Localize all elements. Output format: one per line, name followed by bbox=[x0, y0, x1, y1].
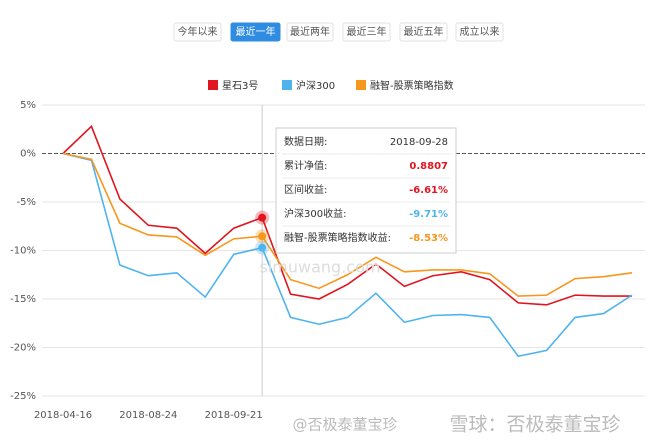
legend-swatch bbox=[208, 80, 218, 90]
legend-label: 融智-股票策略指数 bbox=[370, 79, 454, 92]
highlight-point bbox=[258, 232, 267, 241]
series-line bbox=[62, 152, 633, 297]
tooltip-value: -8.53% bbox=[409, 233, 448, 244]
tab-label[interactable]: 成立以来 bbox=[460, 25, 500, 38]
tab[interactable] bbox=[173, 22, 222, 42]
tooltip-value: -9.71% bbox=[409, 209, 448, 220]
legend-swatch bbox=[356, 80, 366, 90]
y-tick-label: -10% bbox=[10, 246, 36, 257]
series-line bbox=[62, 124, 632, 306]
legend-label: 沪深300 bbox=[296, 79, 335, 92]
x-tick-label: 2018-09-21 bbox=[205, 410, 263, 421]
tooltip-key: 累计净值: bbox=[284, 159, 327, 172]
watermark: simuwang.com bbox=[260, 258, 381, 277]
tab-label[interactable]: 最近一年 bbox=[236, 25, 276, 38]
y-tick-label: -5% bbox=[17, 197, 36, 208]
y-tick-label: -20% bbox=[10, 343, 36, 354]
watermark: @否极泰董宝珍 bbox=[292, 416, 397, 434]
y-tick-label: 0% bbox=[20, 149, 36, 160]
tab-label[interactable]: 最近三年 bbox=[347, 25, 387, 38]
tooltip-key: 区间收益: bbox=[284, 183, 327, 196]
legend-swatch bbox=[282, 80, 292, 90]
highlight-point bbox=[258, 213, 267, 222]
tab[interactable] bbox=[230, 22, 281, 42]
tab[interactable] bbox=[399, 22, 448, 42]
tooltip-key: 数据日期: bbox=[284, 135, 327, 148]
tab[interactable] bbox=[455, 22, 504, 42]
tooltip-value: 2018-09-28 bbox=[390, 137, 448, 148]
tooltip-value: -6.61% bbox=[409, 185, 448, 196]
watermark: 雪球：否极泰董宝珍 bbox=[449, 414, 620, 436]
tab-label[interactable]: 最近两年 bbox=[290, 25, 330, 38]
tooltip-key: 融智-股票策略指数收益: bbox=[284, 231, 391, 244]
y-tick-label: -25% bbox=[10, 391, 36, 402]
y-tick-label: -15% bbox=[10, 294, 36, 305]
tooltip-key: 沪深300收益: bbox=[284, 207, 346, 220]
highlight-point bbox=[258, 243, 267, 252]
tab[interactable] bbox=[286, 22, 334, 42]
tab-label[interactable]: 最近五年 bbox=[404, 25, 444, 38]
tab[interactable] bbox=[342, 22, 391, 42]
x-tick-label: 2018-08-24 bbox=[119, 410, 177, 421]
x-tick-label: 2018-04-16 bbox=[34, 410, 92, 421]
y-tick-label: 5% bbox=[20, 100, 36, 111]
tooltip-value: 0.8807 bbox=[409, 161, 448, 172]
series-line bbox=[62, 152, 633, 358]
tab-label[interactable]: 今年以来 bbox=[178, 25, 218, 38]
legend-label: 星石3号 bbox=[222, 80, 258, 92]
tooltip-box bbox=[275, 127, 457, 254]
